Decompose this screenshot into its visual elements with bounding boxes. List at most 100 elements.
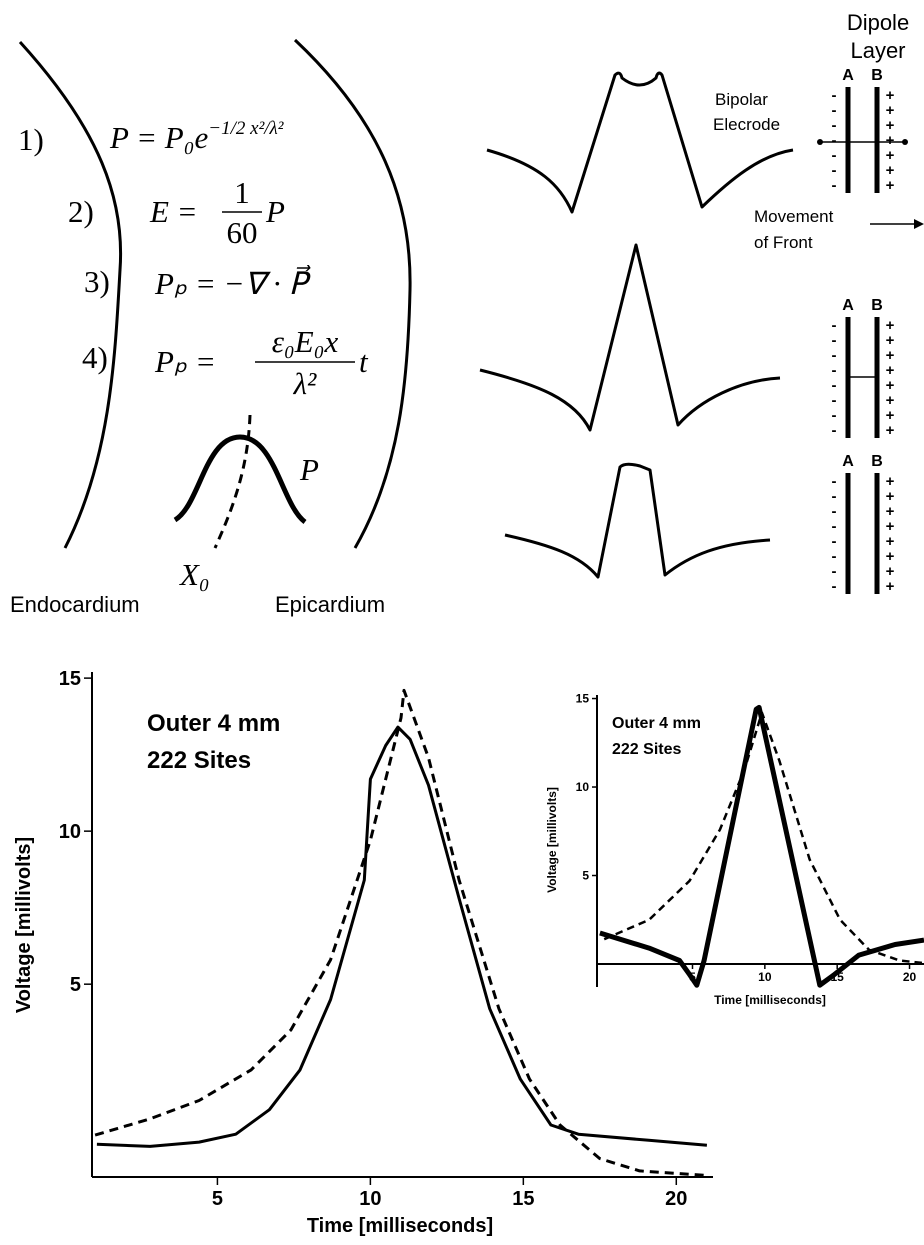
minus-sign: - [832, 132, 837, 149]
y-axis-label: Voltage [millivolts] [13, 837, 35, 1013]
minus-sign: - [832, 518, 837, 535]
plus-sign: + [886, 533, 895, 550]
plus-sign: + [886, 87, 895, 104]
layer-label: B [871, 297, 883, 314]
layer-label: B [871, 453, 883, 470]
equation: P = P₀e−1/2 x²/λ² [109, 118, 284, 155]
minus-sign: - [832, 102, 837, 119]
minus-sign: - [832, 392, 837, 409]
plus-sign: + [886, 407, 895, 424]
plus-sign: + [886, 332, 895, 349]
equation-number: 4) [82, 340, 108, 375]
x-tick-label: 15 [512, 1188, 534, 1210]
plus-sign: + [886, 147, 895, 164]
minus-sign: - [832, 563, 837, 580]
electrode-label: Bipolar [715, 90, 768, 109]
arrow-head [914, 219, 924, 229]
equation-rhs: P [265, 194, 285, 229]
x-axis-label: Time [milliseconds] [307, 1215, 493, 1237]
x-tick-label: 10 [359, 1188, 381, 1210]
minus-sign: - [832, 578, 837, 595]
plus-sign: + [886, 422, 895, 439]
y-tick-label: 15 [576, 692, 590, 706]
plus-sign: + [886, 317, 895, 334]
front-line [213, 414, 252, 549]
waveform [479, 243, 781, 432]
minus-sign: - [832, 117, 837, 134]
plus-sign: + [886, 473, 895, 490]
equation-lhs: E = [149, 194, 198, 229]
x-tick-label: 20 [903, 970, 917, 984]
x-tick-label: 20 [665, 1188, 687, 1210]
movement-label: Movement [754, 207, 834, 226]
y-axis-label: Voltage [millivolts] [545, 787, 559, 893]
equation-exponent: −1/2 x²/λ² [208, 118, 283, 139]
equation-denominator: λ² [293, 366, 317, 401]
dipole-title: Dipole [847, 10, 909, 35]
plus-sign: + [886, 578, 895, 595]
plus-sign: + [886, 377, 895, 394]
data-line [96, 725, 708, 1148]
epicardium-boundary [293, 38, 412, 549]
minus-sign: - [832, 548, 837, 565]
waveform [486, 71, 794, 214]
equation-number: 2) [68, 194, 94, 229]
equation-text: P = P₀e [109, 120, 209, 155]
equation-lhs: Pₚ = [154, 344, 216, 379]
layer-label: A [842, 297, 854, 314]
plus-sign: + [886, 362, 895, 379]
minus-sign: - [832, 162, 837, 179]
plus-sign: + [886, 177, 895, 194]
layer-label: A [842, 453, 854, 470]
waveform [504, 462, 771, 579]
minus-sign: - [832, 473, 837, 490]
data-line [603, 711, 924, 965]
plus-sign: + [886, 132, 895, 149]
equation-rhs: t [359, 344, 369, 379]
polarization-curve [173, 434, 307, 525]
electrode-tip [817, 139, 823, 145]
vector-label: P⃗ [299, 452, 343, 487]
annotation: Outer 4 mm [147, 710, 280, 737]
annotation: 222 Sites [147, 747, 251, 774]
electrode-label: Elecrode [713, 115, 780, 134]
annotation: Outer 4 mm [612, 715, 701, 732]
y-tick-label: 15 [59, 668, 81, 690]
plus-sign: + [886, 102, 895, 119]
data-line [599, 704, 924, 988]
electrode-tip [902, 139, 908, 145]
minus-sign: - [832, 503, 837, 520]
x-axis-label: Time [milliseconds] [714, 993, 826, 1007]
movement-label: of Front [754, 233, 813, 252]
endocardium-label: Endocardium [10, 592, 140, 617]
plus-sign: + [886, 347, 895, 364]
equation-number: 3) [84, 264, 110, 299]
plus-sign: + [886, 162, 895, 179]
y-tick-label: 5 [582, 869, 589, 883]
layer-label: A [842, 67, 854, 84]
endocardium-boundary [18, 40, 123, 549]
plus-sign: + [886, 488, 895, 505]
equation-numerator: 1 [234, 175, 250, 210]
equation-denominator: 60 [227, 215, 258, 250]
dipole-title: Layer [850, 38, 905, 63]
plus-sign: + [886, 548, 895, 565]
equation-number: 1) [18, 122, 44, 157]
minus-sign: - [832, 317, 837, 334]
x0-label: X₀ [178, 557, 210, 592]
y-tick-label: 10 [59, 821, 81, 843]
minus-sign: - [832, 533, 837, 550]
minus-sign: - [832, 177, 837, 194]
minus-sign: - [832, 407, 837, 424]
layer-label: B [871, 67, 883, 84]
plus-sign: + [886, 518, 895, 535]
plus-sign: + [886, 117, 895, 134]
y-tick-label: 5 [70, 974, 81, 996]
epicardium-label: Epicardium [275, 592, 385, 617]
plus-sign: + [886, 563, 895, 580]
x-tick-label: 5 [212, 1188, 223, 1210]
data-line [94, 688, 708, 1177]
annotation: 222 Sites [612, 741, 681, 758]
equation-numerator: ε₀E₀x [272, 324, 339, 359]
